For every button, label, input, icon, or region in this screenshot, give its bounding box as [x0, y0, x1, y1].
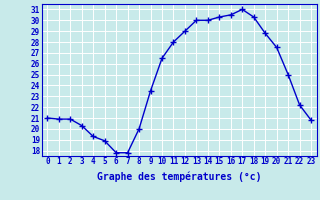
X-axis label: Graphe des températures (°c): Graphe des températures (°c): [97, 172, 261, 182]
